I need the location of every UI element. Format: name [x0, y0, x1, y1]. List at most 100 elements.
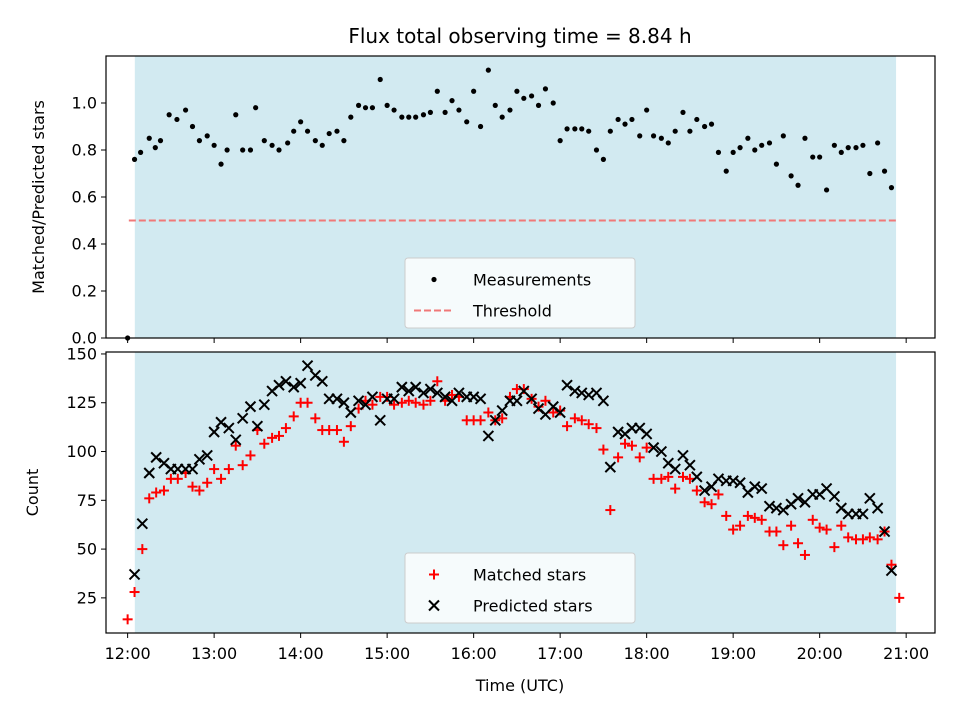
- data-point-x-b: [467, 391, 480, 403]
- data-point-dot: [831, 142, 837, 148]
- data-point-dot: [319, 142, 325, 148]
- data-point-x-b: [590, 387, 603, 399]
- data-point-dot: [600, 156, 607, 162]
- data-point-plus: [684, 473, 695, 484]
- data-point-x: [453, 387, 465, 399]
- data-point-x-b: [403, 385, 415, 397]
- y-axis-label: Matched/Predicted stars: [29, 100, 48, 294]
- y-tick-label: 0.0: [72, 329, 97, 348]
- data-point-dot: [341, 138, 347, 144]
- data-point-dot: [579, 126, 585, 132]
- data-point-plus: [728, 524, 739, 535]
- data-point-plus: [418, 399, 429, 410]
- data-point-plus: [548, 407, 559, 418]
- data-point-x-b: [691, 471, 703, 483]
- data-point-dot: [477, 123, 484, 130]
- x-tick-label: 20:00: [797, 644, 843, 663]
- data-point-x-b: [604, 461, 617, 473]
- data-point-x-b: [143, 467, 155, 479]
- axes-frame: [105, 351, 936, 634]
- data-point-x: [258, 398, 271, 411]
- data-point-dot: [298, 119, 304, 125]
- data-point-plus: [475, 415, 486, 426]
- data-point-x: [597, 395, 610, 407]
- data-point-dot: [471, 88, 477, 94]
- data-point-x-b: [864, 492, 876, 505]
- legend: Matched stars Predicted stars: [404, 552, 636, 624]
- data-point-x-b: [770, 502, 783, 514]
- data-point-dot: [233, 112, 239, 118]
- data-point-x-b: [201, 449, 213, 462]
- data-point-dot: [464, 119, 470, 125]
- data-point-dot: [680, 109, 686, 115]
- data-point-dot: [838, 149, 844, 155]
- data-point-x-b: [215, 416, 227, 428]
- data-point-dot: [788, 173, 794, 179]
- data-point-x: [770, 502, 783, 514]
- data-point-x-b: [424, 383, 437, 395]
- data-point-plus: [540, 395, 551, 406]
- data-point-dot: [773, 161, 780, 167]
- data-point-x-b: [532, 402, 545, 415]
- data-point-x-b: [518, 385, 530, 397]
- data-point-x-b: [755, 482, 768, 495]
- data-point-x: [482, 430, 495, 442]
- x-tick-label: 21:00: [883, 644, 929, 663]
- data-point-dot: [637, 133, 643, 139]
- data-point-x: [403, 385, 415, 397]
- data-point-plus: [620, 438, 631, 449]
- data-point-dot: [715, 149, 722, 155]
- data-point-x: [431, 387, 444, 399]
- data-point-x-b: [511, 395, 523, 407]
- data-point-x: [878, 525, 891, 538]
- data-point-plus: [634, 452, 645, 463]
- legend-swatch-x-b: [428, 599, 440, 612]
- data-point-dot: [810, 154, 816, 160]
- data-point-x: [301, 359, 314, 372]
- data-point-dot: [326, 130, 332, 137]
- data-point-dot: [138, 149, 144, 155]
- data-point-plus: [569, 413, 580, 424]
- data-point-dot: [607, 128, 613, 134]
- data-point-x-b: [777, 504, 790, 516]
- data-point-plus: [857, 534, 868, 545]
- x-tick-label: 16:00: [451, 644, 497, 663]
- data-point-x: [885, 564, 898, 577]
- data-point-plus: [641, 442, 652, 453]
- x-tick-label: 15:00: [364, 644, 410, 663]
- data-point-x: [366, 391, 379, 403]
- data-point-dot: [881, 168, 888, 174]
- data-point-x: [439, 391, 451, 403]
- x-tick-label: 13:00: [191, 644, 237, 663]
- data-point-plus: [447, 389, 458, 400]
- data-point-dot: [218, 161, 224, 167]
- data-point-x: [677, 449, 689, 462]
- data-point-plus: [274, 430, 285, 441]
- data-point-plus: [187, 481, 198, 492]
- data-point-x-b: [734, 477, 746, 489]
- y-tick-label: 0.4: [72, 235, 97, 254]
- data-point-dot: [131, 156, 138, 162]
- data-point-dot: [665, 140, 671, 146]
- data-point-plus: [425, 395, 436, 406]
- data-point-plus: [807, 514, 818, 525]
- data-point-dot: [413, 114, 419, 120]
- data-point-x: [345, 406, 357, 419]
- data-point-dot: [499, 114, 505, 120]
- data-point-dot: [253, 105, 259, 111]
- data-point-plus: [432, 376, 443, 387]
- data-point-plus: [288, 411, 299, 422]
- data-point-x: [655, 445, 668, 458]
- data-point-dot: [694, 116, 700, 123]
- data-point-plus: [793, 538, 804, 549]
- data-point-plus: [829, 542, 840, 553]
- data-point-x-b: [792, 492, 804, 505]
- data-point-x: [136, 518, 149, 530]
- data-point-x-b: [576, 387, 588, 399]
- data-point-x-b: [338, 397, 350, 409]
- data-point-x: [424, 383, 437, 395]
- data-point-plus: [670, 483, 681, 494]
- data-point-x: [352, 395, 365, 407]
- data-point-x-b: [569, 385, 581, 397]
